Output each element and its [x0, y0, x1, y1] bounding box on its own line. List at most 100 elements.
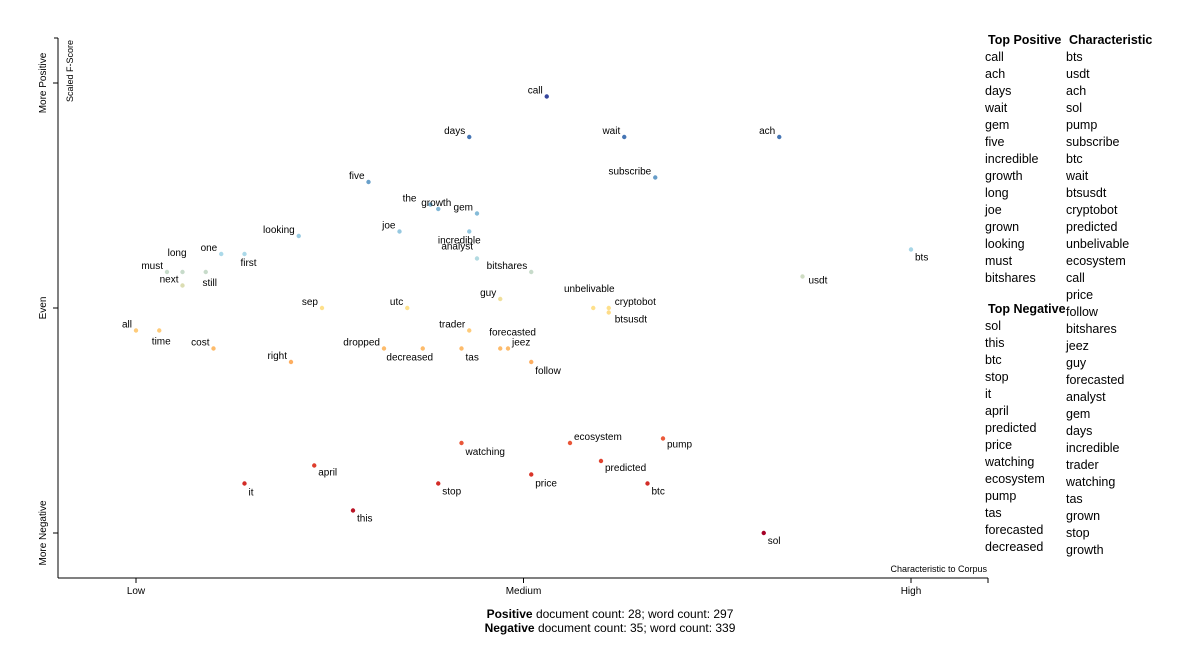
top-positive-item[interactable]: ach: [985, 67, 1006, 81]
characteristic-item[interactable]: stop: [1066, 526, 1090, 540]
point-dot: [467, 328, 472, 333]
characteristic-item[interactable]: trader: [1066, 458, 1099, 472]
top-positive-item[interactable]: grown: [985, 220, 1020, 234]
top-positive-item[interactable]: bitshares: [985, 271, 1036, 285]
term-point-pump: pump: [660, 436, 692, 451]
top-negative-item[interactable]: forecasted: [985, 523, 1044, 537]
term-point-bitshares: bitshares: [487, 261, 534, 275]
point-label: april: [318, 468, 337, 479]
characteristic-item[interactable]: call: [1066, 271, 1085, 285]
point-label: first: [240, 258, 256, 269]
characteristic-item[interactable]: cryptobot: [1066, 203, 1118, 217]
point-dot: [405, 305, 410, 311]
top-positive-item[interactable]: joe: [985, 203, 1002, 217]
axes: Low Medium High More Negative Even More Posit…: [38, 37, 989, 597]
point-label: bitshares: [487, 261, 528, 272]
term-point-long: long: [168, 248, 187, 275]
top-positive-item[interactable]: must: [985, 254, 1013, 268]
characteristic-item[interactable]: ecosystem: [1066, 254, 1126, 268]
characteristic-item[interactable]: tas: [1066, 492, 1083, 506]
top-positive-item[interactable]: growth: [985, 169, 1023, 183]
characteristic-item[interactable]: gem: [1066, 407, 1091, 421]
term-point-dropped: dropped: [343, 338, 387, 351]
point-dot: [242, 251, 247, 257]
characteristic-item[interactable]: bitshares: [1066, 322, 1117, 336]
top-negative-list: Top Negative sol this btc stop it april predic…: [985, 301, 1066, 556]
top-positive-item[interactable]: incredible: [985, 152, 1039, 166]
point-dot: [653, 175, 658, 180]
characteristic-item[interactable]: btc: [1066, 152, 1083, 166]
term-point-unbelivable: unbelivable: [564, 284, 615, 311]
point-dot: [474, 256, 480, 261]
characteristic-item[interactable]: analyst: [1066, 390, 1106, 404]
top-negative-item[interactable]: btc: [985, 353, 1002, 367]
characteristic-item[interactable]: grown: [1066, 509, 1101, 523]
point-dot: [660, 436, 666, 441]
characteristic-item[interactable]: usdt: [1066, 67, 1090, 81]
top-negative-item[interactable]: price: [985, 438, 1013, 452]
point-label: time: [152, 337, 171, 348]
characteristic-item[interactable]: days: [1066, 424, 1093, 438]
term-point-all: all: [122, 320, 139, 333]
point-label: call: [528, 86, 543, 97]
top-negative-item[interactable]: pump: [985, 489, 1017, 503]
point-label: usdt: [809, 276, 828, 287]
term-point-it: it: [242, 481, 254, 499]
top-negative-item[interactable]: this: [985, 336, 1005, 350]
characteristic-item[interactable]: wait: [1066, 169, 1089, 183]
point-label: forecasted: [489, 328, 536, 339]
term-point-growth: growth: [421, 198, 451, 212]
characteristic-item[interactable]: incredible: [1066, 441, 1120, 455]
x-tick-label: High: [901, 586, 922, 597]
top-positive-item[interactable]: five: [985, 135, 1005, 149]
term-point-must: must: [141, 261, 170, 275]
top-positive-item[interactable]: call: [985, 50, 1004, 64]
term-point-first: first: [240, 251, 257, 269]
top-negative-item[interactable]: watching: [985, 455, 1035, 469]
top-negative-item[interactable]: april: [985, 404, 1009, 418]
point-dot: [645, 481, 650, 486]
characteristic-item[interactable]: ach: [1066, 84, 1087, 98]
characteristic-item[interactable]: watching: [1066, 475, 1116, 489]
characteristic-item[interactable]: forecasted: [1066, 373, 1125, 387]
point-dot: [591, 305, 596, 311]
characteristic-item[interactable]: follow: [1066, 305, 1098, 319]
top-negative-item[interactable]: ecosystem: [985, 472, 1045, 486]
characteristic-item[interactable]: growth: [1066, 543, 1104, 557]
top-positive-item[interactable]: looking: [985, 237, 1025, 251]
characteristic-item[interactable]: predicted: [1066, 220, 1118, 234]
characteristic-item[interactable]: unbelivable: [1066, 237, 1130, 251]
characteristic-item[interactable]: jeez: [1066, 339, 1089, 353]
characteristic-item[interactable]: pump: [1066, 118, 1098, 132]
top-positive-item[interactable]: long: [985, 186, 1009, 200]
point-label: stop: [442, 487, 461, 498]
point-label: ecosystem: [574, 432, 622, 443]
characteristic-item[interactable]: price: [1066, 288, 1094, 302]
top-negative-item[interactable]: predicted: [985, 421, 1037, 435]
top-negative-item[interactable]: tas: [985, 506, 1002, 520]
term-point-cost: cost: [191, 338, 216, 351]
characteristic-item[interactable]: sol: [1066, 101, 1082, 115]
point-label: joe: [381, 221, 396, 232]
term-point-ach: ach: [759, 126, 782, 140]
characteristic-item[interactable]: bts: [1066, 50, 1083, 64]
top-negative-item[interactable]: it: [985, 387, 992, 401]
top-negative-item[interactable]: sol: [985, 319, 1001, 333]
characteristic-item[interactable]: guy: [1066, 356, 1087, 370]
top-negative-item[interactable]: decreased: [985, 540, 1044, 554]
top-positive-item[interactable]: days: [985, 84, 1012, 98]
point-dot: [350, 508, 356, 513]
term-point-sol: sol: [761, 530, 781, 547]
characteristic-item[interactable]: subscribe: [1066, 135, 1120, 149]
top-positive-item[interactable]: gem: [985, 118, 1010, 132]
point-label: gem: [454, 203, 473, 214]
point-label: analyst: [441, 242, 473, 253]
x-tick-label: Medium: [506, 586, 542, 597]
point-dot: [606, 310, 611, 315]
point-dot: [467, 134, 472, 140]
term-point-trader: trader: [439, 320, 472, 333]
term-point-btc: btc: [645, 481, 665, 498]
top-positive-item[interactable]: wait: [985, 101, 1008, 115]
top-negative-item[interactable]: stop: [985, 370, 1009, 384]
characteristic-item[interactable]: btsusdt: [1066, 186, 1107, 200]
